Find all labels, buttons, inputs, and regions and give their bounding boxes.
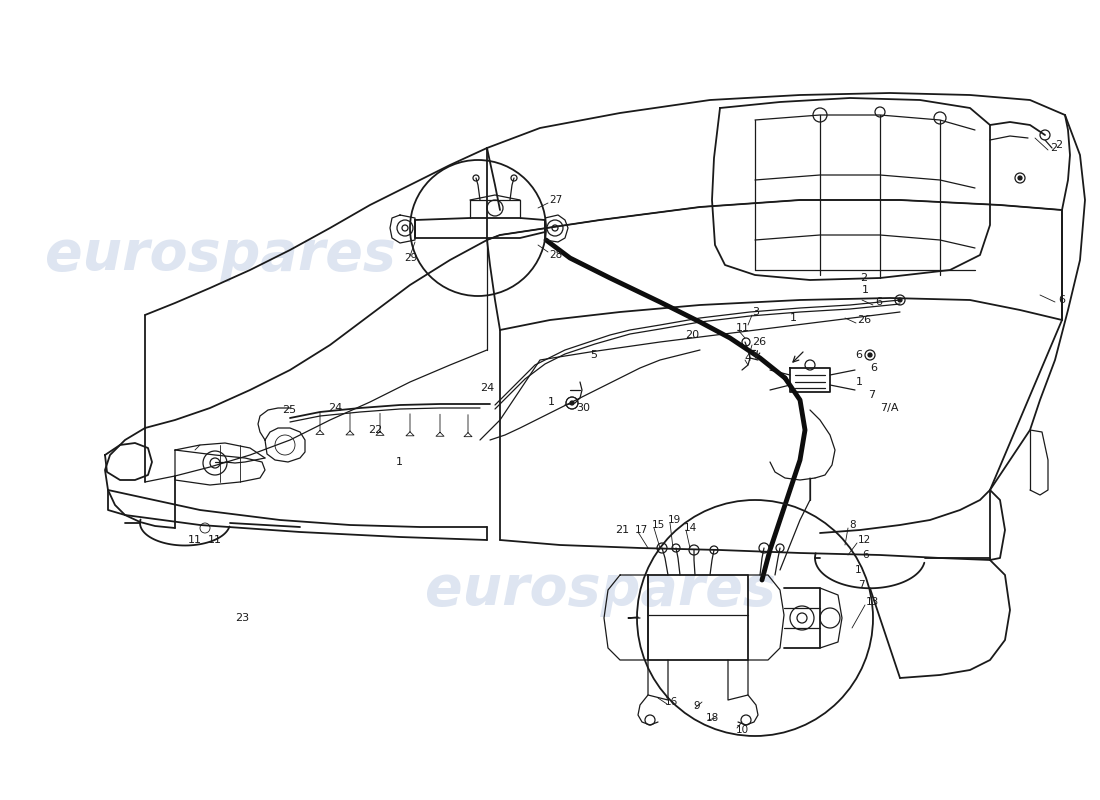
Text: 9: 9 bbox=[693, 701, 700, 711]
Circle shape bbox=[570, 401, 574, 405]
Text: 26: 26 bbox=[857, 315, 871, 325]
Text: 23: 23 bbox=[235, 613, 249, 623]
Text: 2: 2 bbox=[1050, 143, 1057, 153]
Text: 10: 10 bbox=[736, 725, 749, 735]
Text: 24: 24 bbox=[480, 383, 494, 393]
Text: 24: 24 bbox=[328, 403, 342, 413]
Text: 11: 11 bbox=[736, 323, 750, 333]
Text: 26: 26 bbox=[752, 337, 766, 347]
Text: 11: 11 bbox=[208, 535, 222, 545]
Text: 1: 1 bbox=[855, 565, 861, 575]
Text: 4: 4 bbox=[744, 353, 751, 363]
Circle shape bbox=[1018, 176, 1022, 180]
Text: 3: 3 bbox=[752, 307, 759, 317]
Text: 19: 19 bbox=[668, 515, 681, 525]
Text: 6: 6 bbox=[874, 297, 882, 307]
Text: 1: 1 bbox=[856, 377, 864, 387]
Text: 6: 6 bbox=[862, 550, 869, 560]
Text: 1: 1 bbox=[862, 285, 869, 295]
Text: 8: 8 bbox=[849, 520, 856, 530]
Text: 7: 7 bbox=[868, 390, 876, 400]
Text: 22: 22 bbox=[368, 425, 383, 435]
Text: 1: 1 bbox=[548, 397, 556, 407]
Text: 21: 21 bbox=[615, 525, 629, 535]
Text: 29: 29 bbox=[404, 253, 417, 263]
Text: 6: 6 bbox=[870, 363, 877, 373]
Text: 13: 13 bbox=[866, 597, 879, 607]
Text: 17: 17 bbox=[635, 525, 648, 535]
Text: 12: 12 bbox=[858, 535, 871, 545]
Text: 25: 25 bbox=[282, 405, 296, 415]
Text: 20: 20 bbox=[685, 330, 700, 340]
Text: 28: 28 bbox=[549, 250, 562, 260]
Text: 7: 7 bbox=[858, 580, 865, 590]
Text: 1: 1 bbox=[790, 313, 798, 323]
Text: eurospares: eurospares bbox=[425, 563, 776, 617]
Circle shape bbox=[868, 353, 872, 357]
Text: 16: 16 bbox=[666, 697, 679, 707]
Text: 7/A: 7/A bbox=[880, 403, 899, 413]
Text: 6: 6 bbox=[1058, 295, 1065, 305]
Text: 30: 30 bbox=[576, 403, 590, 413]
Text: 11: 11 bbox=[188, 535, 202, 545]
Circle shape bbox=[898, 298, 902, 302]
Text: 15: 15 bbox=[652, 520, 666, 530]
Text: 14: 14 bbox=[684, 523, 697, 533]
Text: 18: 18 bbox=[706, 713, 719, 723]
Text: 1: 1 bbox=[396, 457, 403, 467]
Text: 2: 2 bbox=[860, 273, 867, 283]
Text: 5: 5 bbox=[590, 350, 597, 360]
Text: 6: 6 bbox=[855, 350, 862, 360]
Text: 2: 2 bbox=[1055, 140, 1063, 150]
Text: 27: 27 bbox=[549, 195, 562, 205]
Text: eurospares: eurospares bbox=[45, 228, 395, 282]
